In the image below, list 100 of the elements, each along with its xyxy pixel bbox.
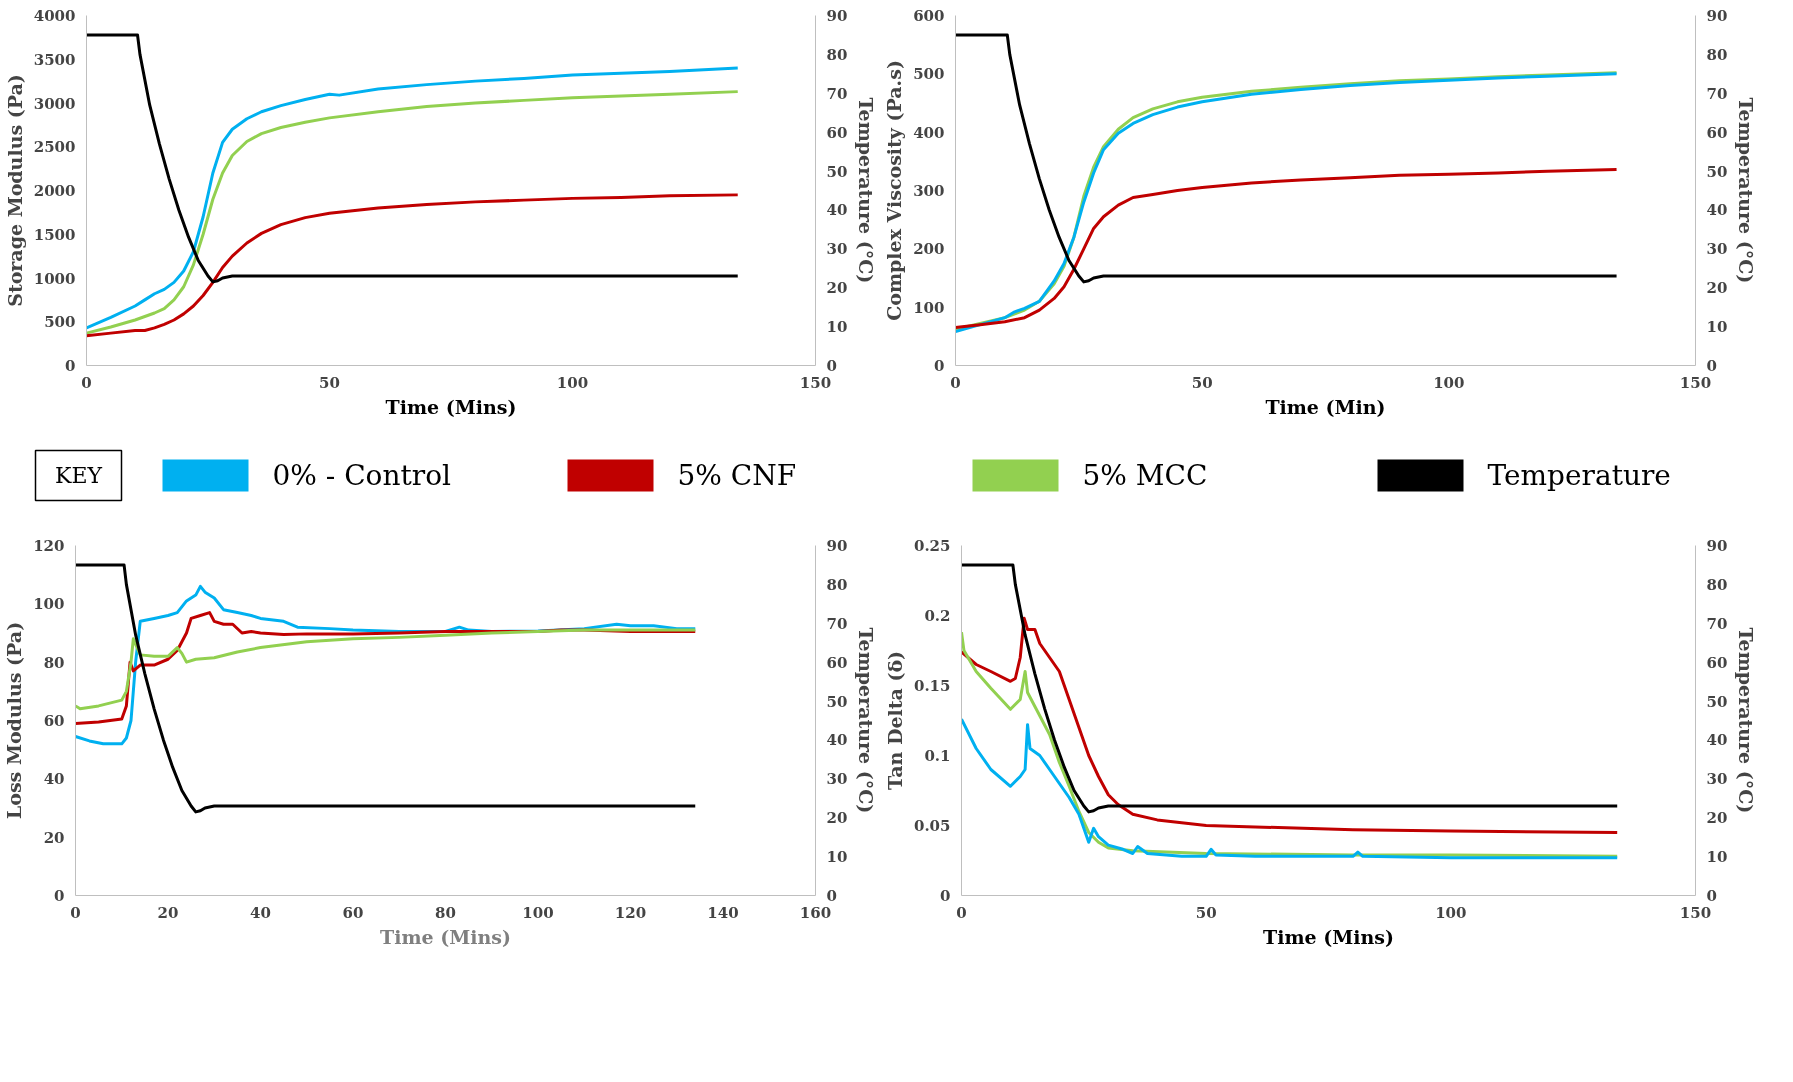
y2-tick-label: 40 (826, 731, 848, 750)
y-axis-title: Loss Modulus (Pa) (3, 621, 26, 820)
y2-axis-title: Temperature (°C) (1735, 97, 1758, 284)
y-tick-label: 120 (33, 537, 65, 555)
y2-tick-label: 10 (826, 848, 848, 867)
y2-tick-label: 30 (1706, 770, 1728, 789)
y-tick-label: 0 (65, 357, 76, 375)
y2-axis-title: Temperature (°C) (1735, 627, 1758, 814)
y-tick-label: 500 (44, 313, 76, 332)
y2-tick-label: 40 (1706, 201, 1728, 220)
y2-tick-label: 50 (826, 692, 848, 711)
y2-tick-label: 50 (826, 162, 848, 181)
line-series (955, 33, 1619, 284)
y-axis-title: Storage Modulus (Pa) (3, 74, 26, 307)
y2-tick-label: 0 (826, 887, 837, 905)
y2-tick-label: 30 (1706, 240, 1728, 259)
y-tick-label: 400 (913, 123, 945, 142)
y-tick-label: 0.25 (913, 537, 951, 555)
y2-tick-label: 0 (1706, 357, 1717, 375)
x-tick-label: 100 (1435, 903, 1467, 922)
line-series (86, 193, 740, 338)
y2-tick-label: 60 (826, 653, 848, 672)
y2-tick-label: 70 (826, 614, 848, 633)
x-tick-label: 40 (250, 903, 271, 922)
y2-tick-label: 20 (826, 279, 848, 298)
y2-tick-label: 70 (1706, 84, 1728, 103)
x-tick-label: 60 (342, 903, 364, 922)
y-tick-label: 0 (54, 887, 65, 905)
x-axis-title: Time (Mins) (385, 395, 517, 418)
x-tick-label: 100 (556, 373, 589, 392)
y-tick-label: 100 (33, 595, 65, 614)
x-tick-label: 50 (1191, 373, 1213, 392)
y-tick-label: 2000 (33, 182, 76, 200)
y-tick-label: 20 (43, 828, 65, 847)
x-tick-label: 50 (319, 373, 340, 392)
category-label: 5% CNF (677, 459, 797, 492)
line-series (955, 168, 1619, 330)
x-tick-label: 160 (799, 903, 832, 922)
y2-tick-label: 50 (1706, 162, 1728, 181)
category-label: 5% MCC (1082, 459, 1208, 492)
y2-tick-label: 80 (1706, 575, 1728, 594)
y-tick-label: 80 (43, 653, 65, 672)
y2-tick-label: 80 (826, 45, 848, 64)
x-tick-label: 140 (707, 903, 739, 922)
y-tick-label: 500 (913, 65, 945, 84)
y2-tick-label: 20 (1706, 809, 1728, 828)
y2-tick-label: 60 (826, 123, 848, 142)
y2-tick-label: 60 (1706, 123, 1728, 142)
y-tick-label: 200 (913, 240, 945, 259)
y2-tick-label: 50 (1706, 692, 1728, 711)
x-tick-label: 50 (1195, 903, 1217, 922)
line-series (961, 616, 1619, 834)
y-axis-title: Complex Viscosity (Pa.s) (883, 60, 906, 321)
y-tick-label: 0 (934, 357, 945, 375)
x-tick-label: 20 (157, 903, 179, 922)
y-tick-label: 0.2 (924, 607, 951, 625)
y2-tick-label: 90 (1706, 7, 1728, 25)
y-tick-label: 100 (913, 298, 945, 317)
y2-tick-label: 10 (1706, 848, 1728, 867)
x-tick-label: 80 (435, 903, 456, 922)
y2-tick-label: 70 (826, 84, 848, 103)
y2-tick-label: 80 (1706, 45, 1728, 64)
y-tick-label: 0.1 (924, 747, 951, 765)
y2-axis-title: Temperature (°C) (855, 627, 878, 814)
y-tick-label: 1500 (33, 225, 76, 244)
y2-tick-label: 90 (826, 537, 848, 555)
y2-tick-label: 30 (826, 770, 848, 789)
x-tick-label: 100 (522, 903, 554, 922)
x-tick-label: 150 (1679, 903, 1712, 922)
x-axis-title: Time (Min) (1265, 395, 1386, 418)
y2-tick-label: 90 (826, 7, 848, 25)
y2-axis-title: Temperature (°C) (855, 97, 878, 284)
y-tick-label: 300 (913, 182, 945, 200)
y-tick-label: 2500 (33, 138, 76, 157)
y-tick-label: 3500 (33, 50, 76, 69)
y2-tick-label: 40 (1706, 731, 1728, 750)
y2-tick-label: 80 (826, 575, 848, 594)
y2-tick-label: 90 (1706, 537, 1728, 555)
line-series (961, 630, 1619, 858)
y-tick-label: 60 (43, 712, 65, 730)
x-axis-title: Time (Mins) (1263, 925, 1394, 948)
y-tick-label: 0.05 (913, 817, 951, 835)
y2-tick-label: 10 (1706, 318, 1728, 337)
x-tick-label: 100 (1433, 373, 1465, 392)
line-series (75, 563, 697, 814)
y-tick-label: 40 (43, 770, 65, 789)
category-label: Temperature (1487, 459, 1671, 492)
category-label: 0% - Control (272, 459, 451, 492)
y-tick-label: 0 (940, 887, 951, 905)
y-tick-label: 600 (913, 7, 945, 25)
y2-tick-label: 0 (826, 357, 837, 375)
y2-tick-label: 40 (826, 201, 848, 220)
y2-tick-label: 0 (1706, 887, 1717, 905)
line-series (961, 563, 1619, 814)
y-tick-label: 3000 (33, 94, 76, 113)
text: KEY (54, 463, 103, 488)
x-tick-label: 120 (614, 903, 647, 922)
y2-tick-label: 20 (1706, 279, 1728, 298)
line-series (86, 33, 740, 284)
x-axis-title: Time (Mins) (380, 925, 511, 948)
